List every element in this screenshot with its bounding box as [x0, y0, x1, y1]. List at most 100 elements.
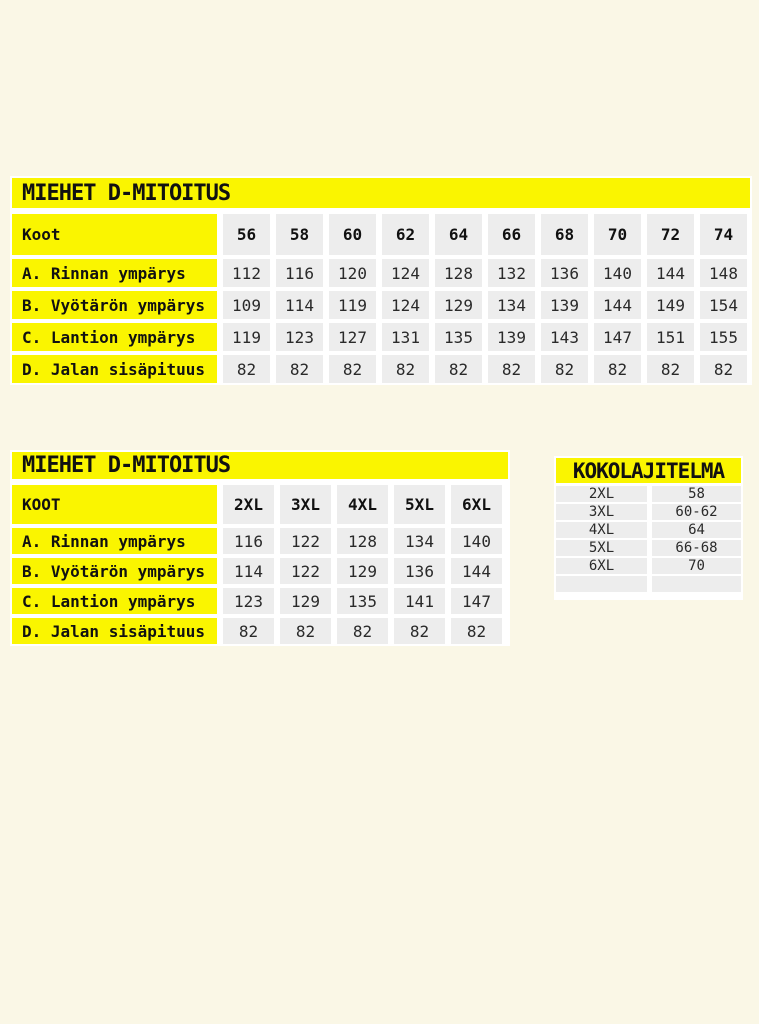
value-cell: 116 — [276, 259, 323, 287]
value-cell: 135 — [435, 323, 482, 351]
assortment-range-cell: 58 — [652, 486, 741, 502]
row-label-cell: D. Jalan sisäpituus — [12, 618, 217, 644]
value-cell: 155 — [700, 323, 747, 351]
value-cell: 120 — [329, 259, 376, 287]
table2-title: MIEHET D-MITOITUS — [12, 452, 508, 479]
value-cell: 82 — [541, 355, 588, 383]
size-header-cell: 64 — [435, 214, 482, 255]
size-header-cell: 4XL — [337, 485, 388, 524]
value-cell: 82 — [329, 355, 376, 383]
value-cell: 112 — [223, 259, 270, 287]
value-cell: 141 — [394, 588, 445, 614]
row-label-cell: B. Vyötärön ympärys — [12, 558, 217, 584]
value-cell: 82 — [647, 355, 694, 383]
value-cell: 140 — [451, 528, 502, 554]
row-label-cell: C. Lantion ympärys — [12, 588, 217, 614]
value-cell: 149 — [647, 291, 694, 319]
row-label-cell: A. Rinnan ympärys — [12, 528, 217, 554]
size-header-cell: 58 — [276, 214, 323, 255]
value-cell: 122 — [280, 528, 331, 554]
table1-grid: Koot 56 58 60 62 64 66 68 70 72 74 A. Rinnan ympäry… — [12, 214, 750, 383]
table2-grid: KOOT 2XL 3XL 4XL 5XL 6XL A. Rinnan ympärys 116 1… — [12, 485, 508, 644]
value-cell: 82 — [594, 355, 641, 383]
value-cell: 129 — [337, 558, 388, 584]
value-cell: 143 — [541, 323, 588, 351]
size-header-cell: 68 — [541, 214, 588, 255]
size-header-cell: 70 — [594, 214, 641, 255]
assortment-size-cell: 5XL — [556, 540, 647, 556]
value-cell: 82 — [488, 355, 535, 383]
value-cell: 131 — [382, 323, 429, 351]
value-cell: 148 — [700, 259, 747, 287]
value-cell: 82 — [337, 618, 388, 644]
value-cell: 82 — [700, 355, 747, 383]
size-table-numeric: MIEHET D-MITOITUS Koot 56 58 60 62 64 66 68 70 72… — [10, 176, 752, 385]
value-cell: 139 — [488, 323, 535, 351]
value-cell: 122 — [280, 558, 331, 584]
value-cell: 135 — [337, 588, 388, 614]
value-cell: 128 — [435, 259, 482, 287]
value-cell: 151 — [647, 323, 694, 351]
assortment-size-cell: 4XL — [556, 522, 647, 538]
value-cell: 116 — [223, 528, 274, 554]
value-cell: 147 — [451, 588, 502, 614]
value-cell: 123 — [276, 323, 323, 351]
value-cell: 82 — [223, 618, 274, 644]
assortment-range-cell: 64 — [652, 522, 741, 538]
value-cell: 134 — [488, 291, 535, 319]
assortment-size-cell: 3XL — [556, 504, 647, 520]
row-label-cell: C. Lantion ympärys — [12, 323, 217, 351]
assortment-size-cell: 2XL — [556, 486, 647, 502]
value-cell: 123 — [223, 588, 274, 614]
value-cell: 82 — [451, 618, 502, 644]
sizes-header-label-cell: KOOT — [12, 485, 217, 524]
value-cell: 82 — [382, 355, 429, 383]
size-header-cell: 60 — [329, 214, 376, 255]
value-cell: 129 — [435, 291, 482, 319]
size-header-cell: 62 — [382, 214, 429, 255]
value-cell: 136 — [541, 259, 588, 287]
size-header-cell: 6XL — [451, 485, 502, 524]
table1-title: MIEHET D-MITOITUS — [12, 178, 750, 208]
value-cell: 82 — [280, 618, 331, 644]
value-cell: 144 — [594, 291, 641, 319]
assortment-size-cell: 6XL — [556, 558, 647, 574]
value-cell: 119 — [223, 323, 270, 351]
assortment-empty-cell — [652, 576, 741, 592]
value-cell: 124 — [382, 259, 429, 287]
size-assortment-table: KOKOLAJITELMA 2XL 58 3XL 60-62 4XL 64 5XL 66-68… — [554, 456, 743, 600]
assortment-range-cell: 60-62 — [652, 504, 741, 520]
value-cell: 134 — [394, 528, 445, 554]
size-header-cell: 3XL — [280, 485, 331, 524]
size-header-cell: 74 — [700, 214, 747, 255]
value-cell: 127 — [329, 323, 376, 351]
row-label-cell: A. Rinnan ympärys — [12, 259, 217, 287]
value-cell: 119 — [329, 291, 376, 319]
value-cell: 154 — [700, 291, 747, 319]
sizes-header-label-cell: Koot — [12, 214, 217, 255]
value-cell: 144 — [451, 558, 502, 584]
value-cell: 132 — [488, 259, 535, 287]
value-cell: 114 — [276, 291, 323, 319]
assortment-range-cell: 70 — [652, 558, 741, 574]
value-cell: 124 — [382, 291, 429, 319]
value-cell: 144 — [647, 259, 694, 287]
value-cell: 139 — [541, 291, 588, 319]
size-header-cell: 56 — [223, 214, 270, 255]
size-header-cell: 66 — [488, 214, 535, 255]
assortment-range-cell: 66-68 — [652, 540, 741, 556]
value-cell: 147 — [594, 323, 641, 351]
value-cell: 109 — [223, 291, 270, 319]
value-cell: 136 — [394, 558, 445, 584]
value-cell: 82 — [435, 355, 482, 383]
row-label-cell: B. Vyötärön ympärys — [12, 291, 217, 319]
table3-title: KOKOLAJITELMA — [556, 458, 741, 483]
size-table-xl: MIEHET D-MITOITUS KOOT 2XL 3XL 4XL 5XL 6XL A. … — [10, 450, 510, 646]
value-cell: 129 — [280, 588, 331, 614]
value-cell: 82 — [223, 355, 270, 383]
row-label-cell: D. Jalan sisäpituus — [12, 355, 217, 383]
size-header-cell: 5XL — [394, 485, 445, 524]
size-header-cell: 2XL — [223, 485, 274, 524]
size-header-cell: 72 — [647, 214, 694, 255]
